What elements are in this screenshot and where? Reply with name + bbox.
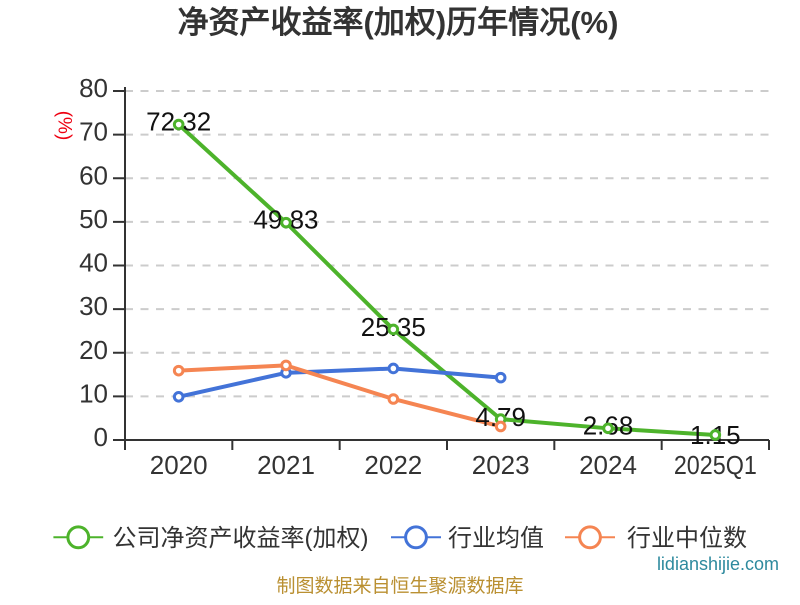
svg-text:2021: 2021 bbox=[257, 450, 315, 480]
svg-text:20: 20 bbox=[79, 335, 108, 365]
svg-text:40: 40 bbox=[79, 248, 108, 278]
svg-text:2022: 2022 bbox=[364, 450, 422, 480]
svg-text:10: 10 bbox=[79, 378, 108, 408]
svg-text:净资产收益率(加权)历年情况(%): 净资产收益率(加权)历年情况(%) bbox=[178, 5, 619, 40]
svg-text:制图数据来自恒生聚源数据库: 制图数据来自恒生聚源数据库 bbox=[276, 575, 523, 597]
svg-text:lidianshijie.com: lidianshijie.com bbox=[657, 554, 779, 574]
svg-text:60: 60 bbox=[79, 160, 108, 190]
svg-text:0: 0 bbox=[94, 422, 108, 452]
svg-text:80: 80 bbox=[79, 73, 108, 103]
svg-text:30: 30 bbox=[79, 291, 108, 321]
svg-text:公司净资产收益率(加权): 公司净资产收益率(加权) bbox=[113, 525, 369, 552]
svg-text:行业中位数: 行业中位数 bbox=[627, 525, 747, 552]
svg-text:2020: 2020 bbox=[150, 450, 208, 480]
svg-text:(%): (%) bbox=[54, 111, 75, 141]
svg-text:2024: 2024 bbox=[579, 450, 637, 480]
svg-text:2025Q1: 2025Q1 bbox=[674, 450, 757, 480]
svg-text:行业均值: 行业均值 bbox=[448, 525, 544, 552]
svg-text:50: 50 bbox=[79, 204, 108, 234]
svg-text:2023: 2023 bbox=[472, 450, 530, 480]
svg-text:70: 70 bbox=[79, 117, 108, 147]
